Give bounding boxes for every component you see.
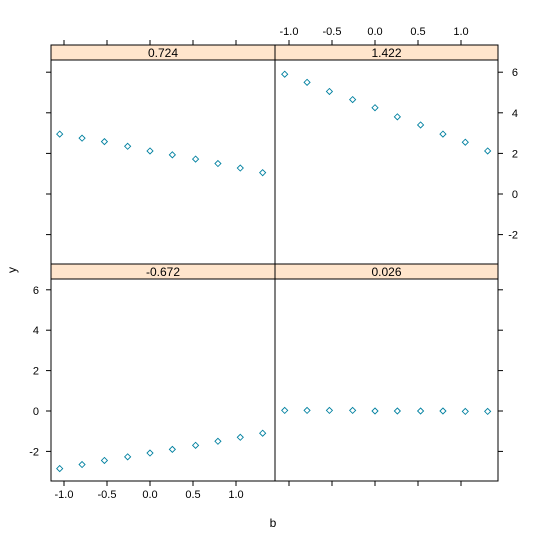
data-point — [56, 464, 64, 473]
data-point — [281, 70, 289, 78]
y-tick-label: 0 — [512, 189, 518, 201]
panel-border — [274, 263, 499, 482]
x-axis-title: b — [270, 516, 277, 530]
data-point — [191, 441, 200, 449]
y-tick-label: 4 — [33, 325, 39, 337]
data-point — [100, 137, 109, 146]
strip-label: 0.026 — [371, 265, 401, 279]
data-point — [393, 113, 401, 121]
data-point — [259, 169, 267, 177]
data-point — [461, 407, 469, 416]
panel-border — [50, 263, 276, 482]
data-point — [236, 164, 244, 172]
y-tick-label: 2 — [512, 148, 518, 160]
data-point — [303, 406, 311, 415]
y-tick-label: 4 — [512, 108, 518, 120]
data-point — [325, 87, 334, 96]
data-point — [371, 104, 379, 112]
data-point — [56, 130, 64, 138]
y-tick-label: 6 — [512, 67, 518, 79]
data-point — [214, 437, 222, 445]
data-point — [439, 407, 447, 415]
x-tick-label: 0.5 — [185, 489, 200, 501]
strip-label: 1.422 — [371, 46, 401, 60]
data-point — [371, 407, 379, 415]
x-tick-label: -0.5 — [323, 26, 342, 38]
data-point — [259, 429, 267, 437]
panel-border — [274, 44, 499, 265]
y-tick-label: -2 — [508, 230, 518, 242]
data-point — [124, 453, 132, 461]
data-point — [349, 406, 357, 415]
panel-border — [50, 44, 276, 265]
y-tick-label: -2 — [29, 446, 39, 458]
strip-label: -0.672 — [146, 265, 180, 279]
data-point — [416, 407, 425, 415]
data-point — [484, 407, 492, 416]
data-point — [393, 407, 401, 415]
data-point — [439, 130, 447, 138]
x-tick-label: -1.0 — [55, 489, 74, 501]
data-point — [100, 456, 109, 465]
y-tick-label: 0 — [33, 406, 39, 418]
data-point — [78, 460, 86, 469]
data-point — [146, 449, 154, 457]
x-tick-label: 0.0 — [142, 489, 157, 501]
data-point — [168, 445, 176, 454]
x-tick-label: 1.0 — [453, 26, 468, 38]
data-point — [191, 155, 200, 163]
data-point — [416, 121, 425, 129]
x-tick-label: 0.5 — [410, 26, 425, 38]
x-tick-label: -1.0 — [280, 26, 299, 38]
y-tick-label: 2 — [33, 366, 39, 378]
data-point — [281, 406, 289, 415]
data-point — [461, 138, 469, 146]
data-point — [303, 78, 311, 86]
data-point — [214, 159, 222, 168]
data-point — [146, 147, 154, 155]
strip-label: 0.724 — [148, 46, 178, 60]
data-point — [349, 95, 357, 104]
x-tick-label: -0.5 — [98, 489, 117, 501]
y-axis-title: y — [5, 267, 19, 273]
data-point — [236, 433, 244, 441]
data-point — [484, 147, 492, 155]
data-point — [124, 142, 132, 150]
x-tick-label: 1.0 — [228, 489, 243, 501]
outer-frame — [50, 44, 499, 482]
y-tick-label: 6 — [33, 285, 39, 297]
data-point — [325, 406, 334, 415]
data-point — [78, 134, 86, 142]
data-point — [168, 151, 176, 159]
x-tick-label: 0.0 — [367, 26, 382, 38]
